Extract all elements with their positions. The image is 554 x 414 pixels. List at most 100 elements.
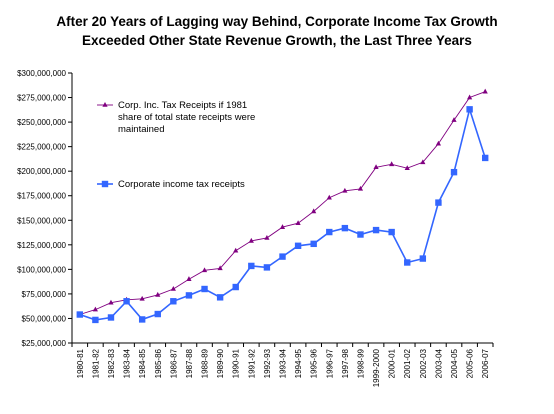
x-tick-label: 1998-99	[356, 348, 365, 378]
data-point-triangle	[248, 237, 254, 243]
data-point-square	[263, 264, 271, 271]
x-tick-label: 1985-86	[154, 348, 163, 378]
x-tick-label: 2000-01	[388, 348, 397, 378]
y-tick-label: $175,000,000	[17, 192, 66, 201]
data-point-square	[310, 240, 317, 248]
x-tick-label: 1988-89	[201, 348, 210, 378]
data-point-square	[388, 228, 395, 236]
data-point-triangle	[217, 265, 223, 271]
legend-label: Corp. Inc. Tax Receipts if 1981	[118, 100, 247, 111]
x-tick-label: 1987-88	[185, 348, 194, 378]
data-point-triangle	[233, 247, 239, 253]
data-point-triangle	[311, 208, 317, 214]
data-point-square	[294, 242, 302, 249]
data-point-square	[404, 259, 411, 266]
y-tick-label: $25,000,000	[22, 339, 67, 348]
x-tick-label: 1993-94	[279, 348, 288, 378]
x-tick-label: 1994-95	[294, 348, 303, 378]
y-tick-label: $200,000,000	[17, 167, 66, 176]
legend-marker-square	[101, 180, 109, 188]
data-point-square	[341, 224, 349, 232]
x-tick-label: 1980-81	[76, 348, 85, 378]
legend-marker-triangle	[102, 102, 108, 107]
x-tick-label: 1992-93	[263, 348, 272, 378]
data-point-triangle	[404, 165, 410, 171]
legend-label: share of total state receipts were	[118, 112, 255, 123]
data-point-triangle	[451, 117, 457, 122]
data-point-triangle	[326, 194, 332, 200]
data-point-square	[138, 316, 146, 323]
x-tick-label: 1986-87	[169, 348, 178, 378]
x-tick-label: 1983-84	[123, 348, 132, 378]
y-tick-label: $150,000,000	[17, 216, 66, 225]
data-point-square	[419, 255, 427, 262]
y-tick-label: $275,000,000	[17, 94, 66, 103]
data-point-square	[107, 314, 115, 321]
series-2	[76, 106, 489, 324]
data-point-triangle	[186, 276, 192, 281]
x-tick-label: 1991-92	[247, 348, 256, 378]
data-point-square	[326, 228, 333, 236]
y-tick-label: $300,000,000	[17, 69, 66, 78]
data-point-triangle	[435, 140, 442, 146]
data-point-triangle	[373, 164, 379, 170]
legend-entry-2: Corporate income tax receipts	[97, 179, 245, 190]
data-point-square	[170, 298, 177, 305]
data-point-square	[466, 106, 473, 113]
chart-title: After 20 Years of Lagging way Behind, Co…	[0, 12, 554, 50]
x-tick-label: 1996-97	[325, 348, 334, 378]
data-point-triangle	[139, 295, 145, 301]
data-point-square	[201, 285, 208, 293]
data-point-triangle	[264, 234, 270, 240]
data-point-square	[279, 253, 286, 260]
data-point-triangle	[201, 267, 208, 273]
x-tick-label: 1989-90	[216, 348, 225, 378]
data-point-triangle	[170, 286, 176, 291]
data-point-square	[154, 310, 161, 318]
data-point-square	[357, 231, 364, 238]
x-tick-label: 1999-2000	[372, 348, 381, 387]
legend-label: maintained	[118, 124, 164, 135]
x-tick-label: 1982-83	[107, 348, 116, 378]
data-point-triangle	[357, 185, 364, 191]
x-tick-label: 2003-04	[434, 348, 443, 378]
data-point-triangle	[467, 94, 473, 100]
data-point-square	[372, 226, 380, 234]
x-tick-label: 2001-02	[403, 348, 412, 378]
data-point-square	[482, 154, 489, 162]
data-point-triangle	[342, 187, 348, 193]
y-axis-ticks: $25,000,000 $50,000,000 $75,000,000 $100,00…	[17, 69, 72, 348]
y-tick-label: $75,000,000	[22, 290, 67, 299]
x-tick-label: 1995-96	[310, 348, 319, 378]
y-tick-label: $225,000,000	[17, 143, 66, 152]
data-point-triangle	[482, 88, 488, 94]
x-tick-label: 1997-98	[341, 348, 350, 378]
data-point-triangle	[92, 306, 98, 312]
x-tick-label: 2006-07	[481, 348, 490, 378]
chart-axes	[71, 73, 493, 344]
data-point-square	[216, 294, 224, 301]
data-point-square	[435, 199, 442, 206]
y-tick-label: $100,000,000	[17, 265, 66, 274]
data-point-triangle	[108, 299, 114, 305]
x-tick-label: 2002-03	[419, 348, 428, 378]
x-tick-label: 2004-05	[450, 348, 459, 378]
data-point-square	[92, 316, 99, 324]
y-tick-label: $125,000,000	[17, 241, 66, 250]
series-2-line	[79, 106, 486, 321]
y-tick-label: $50,000,000	[22, 314, 67, 323]
data-point-triangle	[155, 291, 161, 297]
x-tick-label: 2005-06	[466, 348, 475, 378]
x-axis-ticks: 1980-81 1981-82 1982-83 1983-84 1984-85 1985-…	[71, 343, 494, 387]
data-point-triangle	[420, 159, 426, 165]
x-tick-label: 1984-85	[138, 348, 147, 378]
chart-title-line-1: After 20 Years of Lagging way Behind, Co…	[56, 14, 498, 29]
data-point-square	[232, 283, 239, 291]
x-tick-label: 1981-82	[91, 348, 100, 378]
data-point-square	[123, 298, 130, 305]
data-point-square	[248, 262, 255, 270]
chart-title-line-2: Exceeded Other State Revenue Growth, the…	[82, 33, 472, 48]
x-tick-label: 1990-91	[232, 348, 241, 378]
